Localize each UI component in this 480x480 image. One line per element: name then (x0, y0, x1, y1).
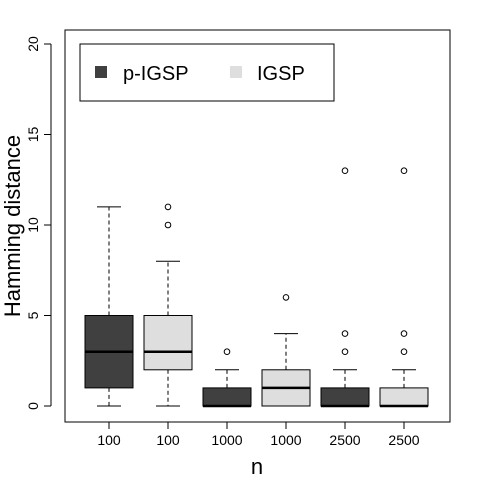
x-axis: 100 100 1000 1000 2500 2500 (97, 421, 420, 448)
y-tick-label: 15 (25, 127, 41, 143)
outlier-point (164, 221, 172, 229)
boxes (84, 167, 429, 408)
x-tick-label: 1000 (211, 432, 242, 448)
box-iqr (379, 387, 429, 407)
x-tick-label: 1000 (270, 432, 301, 448)
box-iqr (143, 315, 193, 371)
x-axis-title: n (251, 454, 263, 479)
legend-swatch-p-igsp (95, 66, 107, 78)
legend: p-IGSP IGSP (79, 43, 335, 102)
box-p-igsp-2500 (320, 167, 370, 408)
legend-label-p-igsp: p-IGSP (123, 63, 189, 85)
outlier-point (400, 348, 408, 356)
outlier-point (341, 330, 349, 337)
box-iqr (320, 387, 370, 407)
x-tick-label: 2500 (329, 432, 360, 448)
outlier-point (282, 294, 290, 301)
y-axis-title: Hamming distance (0, 135, 25, 317)
box-iqr (202, 387, 252, 407)
box-igsp-1000 (261, 294, 311, 407)
legend-box (79, 43, 335, 102)
y-tick-label: 5 (25, 311, 41, 319)
outlier-point (341, 348, 349, 356)
y-axis: 0 5 10 15 20 (25, 36, 52, 410)
y-tick-label: 0 (25, 402, 41, 410)
y-tick-label: 20 (25, 36, 41, 52)
x-tick-label: 100 (97, 432, 121, 448)
x-tick-label: 2500 (388, 432, 419, 448)
box-igsp-100 (143, 203, 193, 407)
box-igsp-2500 (379, 167, 429, 408)
outlier-point (400, 330, 408, 337)
y-tick-label: 10 (25, 217, 41, 233)
legend-swatch-igsp (230, 66, 242, 78)
box-p-igsp-1000 (202, 348, 252, 408)
legend-label-igsp: IGSP (257, 63, 305, 85)
x-tick-label: 100 (156, 432, 180, 448)
outlier-point (164, 203, 172, 211)
outlier-point (223, 348, 231, 356)
outlier-point (341, 167, 349, 174)
box-p-igsp-100 (84, 206, 134, 407)
outlier-point (400, 167, 408, 174)
